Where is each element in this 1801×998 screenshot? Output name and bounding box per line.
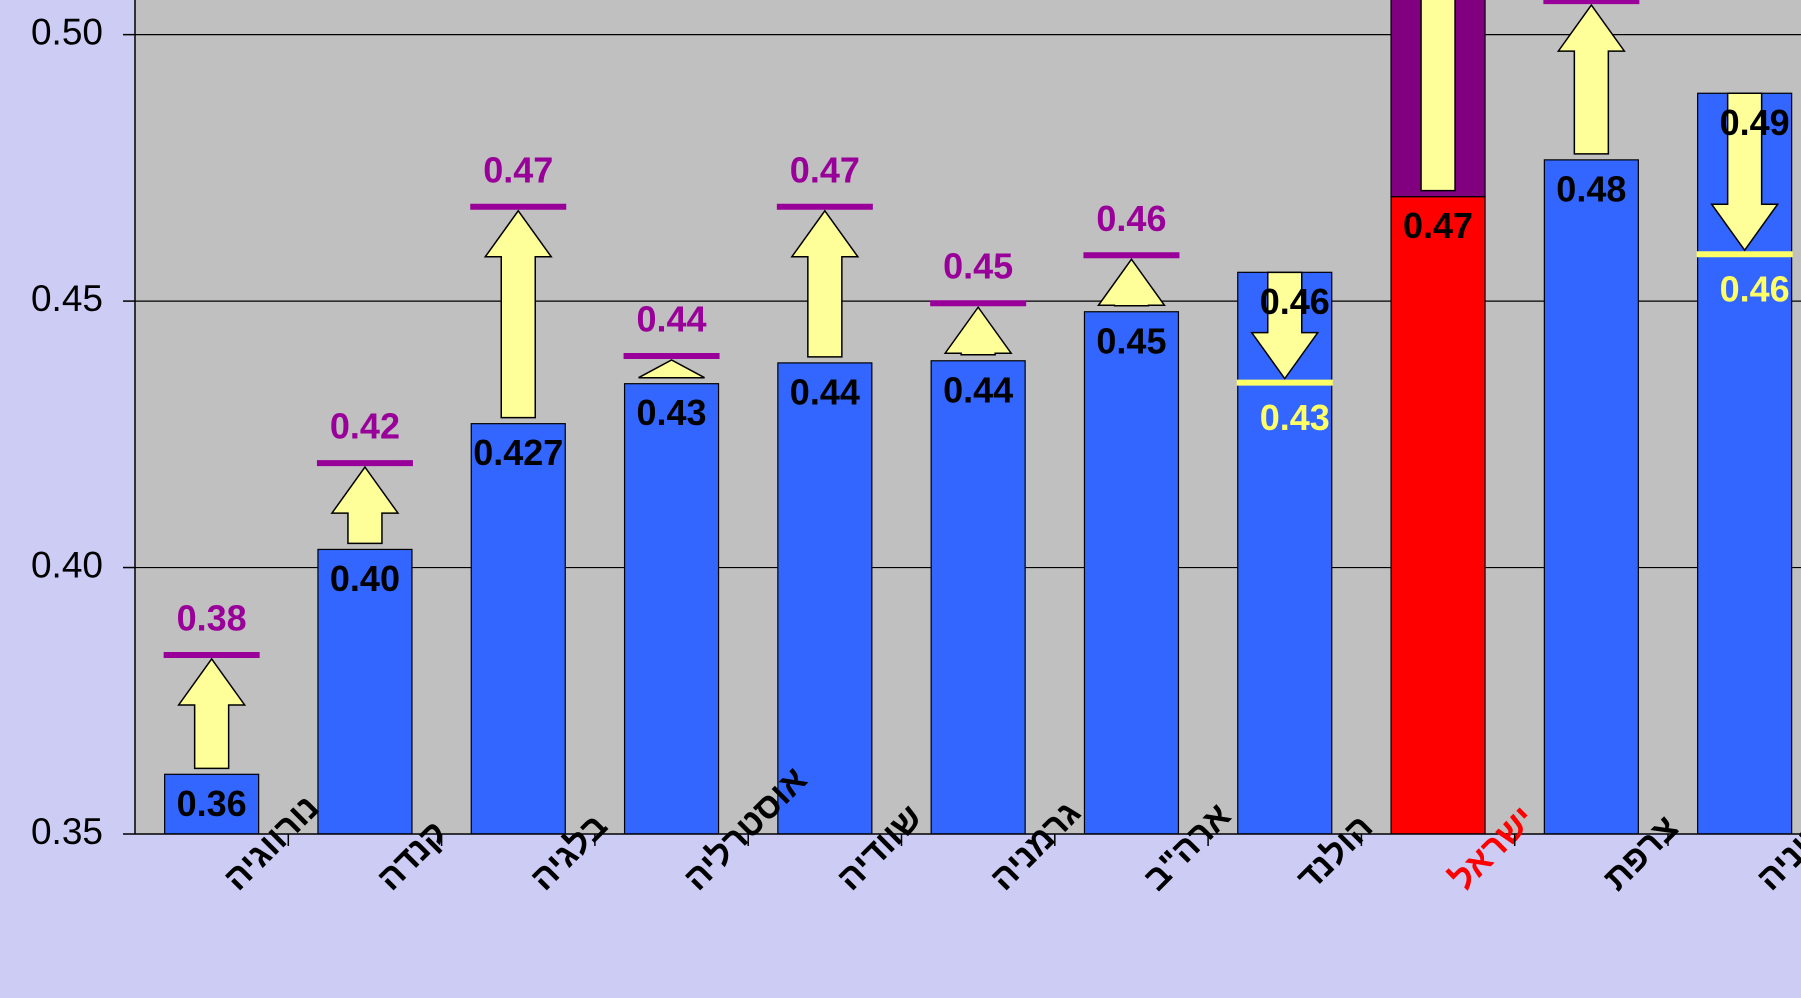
bar — [1390, 196, 1486, 834]
target-label: 0.43 — [1260, 397, 1330, 438]
plot: 0.36 0.38 0.40 0.42 0.427 0.47 0.43 0.44 0.44 0.4… — [163, 0, 1793, 834]
change-arrow — [790, 209, 860, 358]
change-arrow — [943, 305, 1013, 356]
y-tick-label: 0.40 — [31, 544, 103, 585]
value-label: 0.43 — [637, 392, 707, 433]
change-arrow — [483, 209, 553, 419]
change-arrow — [177, 657, 247, 770]
bar — [1543, 159, 1639, 834]
y-tick-label: 0.45 — [31, 278, 103, 319]
value-label: 0.44 — [943, 369, 1013, 410]
target-label: 0.46 — [1096, 198, 1166, 239]
target-label: 0.42 — [330, 406, 400, 447]
bar — [777, 362, 873, 834]
value-label: 0.40 — [330, 558, 400, 599]
value-label: 0.427 — [473, 432, 563, 473]
target-label: 0.47 — [483, 149, 553, 190]
change-arrow — [638, 359, 705, 379]
change-arrow — [1250, 271, 1320, 380]
bar — [317, 548, 413, 834]
change-arrow — [1556, 3, 1626, 155]
change-arrow — [1096, 257, 1166, 307]
target-label: 0.46 — [1720, 269, 1790, 310]
change-arrow — [1420, 0, 1456, 192]
change-arrow — [1710, 92, 1780, 252]
value-label: 0.46 — [1260, 281, 1330, 322]
bar — [1083, 311, 1180, 834]
value-label: 0.44 — [790, 371, 860, 412]
bar — [470, 423, 566, 834]
value-label: 0.45 — [1096, 320, 1166, 361]
value-label: 0.48 — [1556, 168, 1626, 209]
value-label: 0.49 — [1720, 102, 1790, 143]
change-arrow — [330, 465, 400, 545]
target-label: 0.44 — [637, 298, 707, 339]
value-label: 0.36 — [177, 783, 247, 824]
target-label: 0.47 — [790, 149, 860, 190]
y-tick-label: 0.35 — [31, 811, 103, 852]
target-label: 0.38 — [177, 597, 247, 638]
bar — [164, 773, 260, 834]
target-label: 0.45 — [943, 246, 1013, 287]
y-tick-label: 0.50 — [31, 11, 103, 52]
bar — [623, 383, 720, 834]
value-label: 0.47 — [1403, 205, 1473, 246]
bar — [930, 360, 1026, 834]
